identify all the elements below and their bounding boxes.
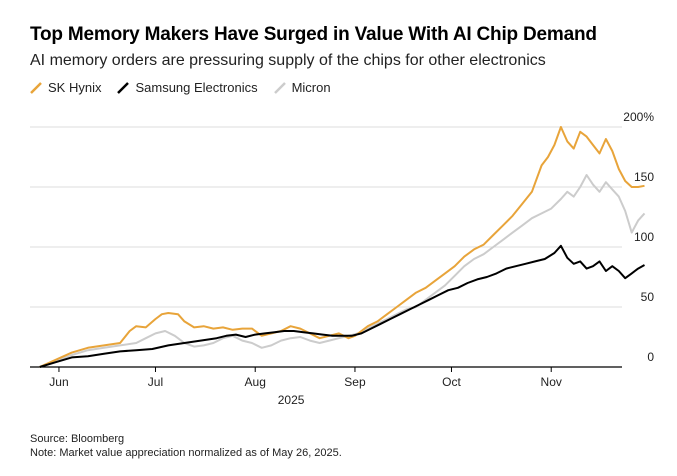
- legend-item-samsung: Samsung Electronics: [117, 80, 258, 95]
- source-note: Source: Bloomberg: [30, 433, 125, 445]
- chart-subtitle: AI memory orders are pressuring supply o…: [30, 52, 546, 69]
- x-axis-year-label: 2025: [278, 393, 305, 407]
- x-tick-label-oct: Oct: [442, 375, 461, 389]
- legend-label-micron: Micron: [291, 80, 331, 95]
- chart-title: Top Memory Makers Have Surged in Value W…: [30, 24, 597, 45]
- grid: 0 50 100 150 200%: [30, 110, 655, 368]
- series-lines: [39, 126, 646, 368]
- y-tick-label-0: 0: [647, 350, 654, 364]
- legend-swatch-sk-hynix: [30, 81, 42, 94]
- x-tick-label-jul: Jul: [148, 375, 163, 389]
- legend: SK Hynix Samsung Electronics Micron: [30, 80, 331, 95]
- x-axis: Jun Jul Aug Sep Oct Nov: [49, 367, 562, 389]
- x-tick-label-jun: Jun: [49, 375, 68, 389]
- x-tick-label-nov: Nov: [541, 375, 562, 389]
- y-tick-label-150: 150: [634, 170, 654, 184]
- legend-swatch-micron: [273, 81, 286, 94]
- legend-swatch-samsung: [117, 81, 130, 94]
- legend-item-sk-hynix: SK Hynix: [30, 80, 101, 95]
- series-line-samsung-electronics: [39, 244, 645, 368]
- line-chart: 0 50 100 150 200% Jun Jul Aug Sep Oct Nov 2025: [30, 110, 655, 407]
- y-tick-label-50: 50: [641, 290, 655, 304]
- legend-label-samsung: Samsung Electronics: [135, 80, 258, 95]
- series-line-micron: [39, 174, 646, 368]
- legend-label-sk-hynix: SK Hynix: [48, 80, 102, 95]
- y-tick-label-100: 100: [634, 230, 654, 244]
- y-tick-label-200: 200%: [623, 110, 654, 124]
- x-tick-label-aug: Aug: [245, 375, 266, 389]
- legend-item-micron: Micron: [273, 80, 331, 95]
- series-line-sk-hynix: [39, 126, 645, 368]
- x-tick-label-sep: Sep: [344, 375, 366, 389]
- market-value-note: Note: Market value appreciation normaliz…: [30, 447, 342, 459]
